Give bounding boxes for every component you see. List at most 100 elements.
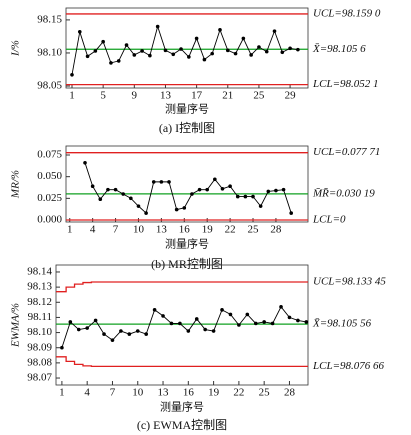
data-point bbox=[262, 320, 266, 324]
y-tick-label: 98.12 bbox=[27, 296, 52, 308]
data-point bbox=[287, 315, 292, 320]
x-tick-label: 13 bbox=[160, 90, 172, 102]
data-point bbox=[109, 61, 113, 65]
control-label: M̄R̄=0.030 19 bbox=[312, 187, 375, 199]
data-point bbox=[178, 321, 182, 326]
y-axis-label: MR/% bbox=[10, 170, 22, 199]
data-point bbox=[194, 317, 199, 321]
data-point bbox=[213, 177, 217, 182]
data-point bbox=[203, 327, 207, 332]
control-limit bbox=[56, 281, 308, 293]
x-tick-label: 5 bbox=[100, 90, 106, 102]
data-point bbox=[110, 338, 115, 342]
data-point bbox=[264, 49, 269, 54]
x-tick-label: 25 bbox=[253, 90, 265, 102]
data-point bbox=[296, 318, 300, 323]
data-point bbox=[243, 194, 248, 199]
x-tick-label: 22 bbox=[225, 224, 236, 236]
x-tick-label: 4 bbox=[90, 224, 96, 236]
control-label: LCL=98.052 1 bbox=[312, 78, 379, 90]
data-line bbox=[61, 305, 307, 348]
data-point bbox=[148, 53, 152, 58]
data-point bbox=[281, 187, 286, 192]
data-point bbox=[174, 207, 179, 212]
data-point bbox=[151, 180, 156, 184]
data-point bbox=[211, 329, 216, 333]
control-limit bbox=[56, 356, 308, 368]
control-label: LCL=98.076 66 bbox=[312, 360, 384, 372]
x-tick-label: 21 bbox=[222, 90, 233, 102]
caption: (c) EWMA控制图 bbox=[137, 418, 227, 432]
data-point bbox=[190, 192, 194, 196]
plot-frame bbox=[65, 145, 309, 223]
data-point bbox=[140, 49, 144, 53]
data-point bbox=[144, 332, 148, 336]
data-point bbox=[90, 184, 95, 189]
data-point bbox=[241, 36, 246, 41]
data-point bbox=[60, 345, 64, 350]
y-tick-label: 98.13 bbox=[27, 281, 52, 293]
plot-frame bbox=[55, 264, 309, 386]
data-point bbox=[129, 196, 133, 201]
x-tick-label: 25 bbox=[259, 387, 271, 399]
data-point bbox=[205, 187, 209, 192]
data-point bbox=[279, 305, 283, 309]
x-axis-label: 测量序号 bbox=[165, 102, 209, 116]
x-tick-label: 28 bbox=[270, 224, 282, 236]
data-point bbox=[113, 187, 118, 192]
y-tick-label: 98.10 bbox=[27, 326, 52, 338]
data-point bbox=[237, 323, 241, 327]
data-point bbox=[272, 29, 277, 33]
data-point bbox=[280, 50, 285, 55]
data-point bbox=[155, 24, 160, 29]
data-point bbox=[119, 329, 123, 333]
data-point bbox=[121, 192, 125, 196]
x-axis-label: 测量序号 bbox=[165, 237, 209, 251]
x-tick-label: 19 bbox=[202, 224, 214, 236]
control-label: X̄=98.105 6 bbox=[312, 43, 366, 55]
x-tick-label: 4 bbox=[84, 387, 90, 399]
data-point bbox=[253, 321, 258, 326]
data-point bbox=[296, 47, 300, 52]
data-point bbox=[102, 332, 106, 336]
y-tick-label: 98.11 bbox=[28, 311, 52, 323]
data-point bbox=[93, 49, 98, 53]
y-tick-label: 98.07 bbox=[27, 372, 52, 384]
data-point bbox=[210, 51, 214, 56]
data-point bbox=[144, 211, 148, 215]
data-point bbox=[288, 46, 292, 51]
data-point bbox=[235, 194, 240, 199]
y-tick-label: 0.000 bbox=[37, 214, 62, 226]
data-point bbox=[182, 206, 187, 210]
data-point bbox=[68, 320, 73, 324]
data-point bbox=[220, 308, 224, 312]
data-point bbox=[101, 39, 105, 44]
data-point bbox=[163, 48, 168, 53]
data-point bbox=[258, 204, 263, 208]
y-tick-label: 98.05 bbox=[37, 80, 62, 92]
data-point bbox=[266, 189, 271, 194]
x-tick-label: 1 bbox=[69, 90, 75, 102]
x-tick-label: 10 bbox=[132, 387, 144, 399]
data-line bbox=[71, 24, 298, 75]
data-point bbox=[304, 320, 309, 324]
y-tick-label: 98.09 bbox=[27, 341, 52, 353]
x-tick-label: 10 bbox=[133, 224, 145, 236]
x-tick-label: 7 bbox=[110, 387, 116, 399]
data-point bbox=[257, 45, 261, 49]
data-point bbox=[249, 53, 253, 57]
data-point bbox=[218, 28, 222, 32]
data-point bbox=[135, 329, 140, 333]
y-axis-label: I/% bbox=[10, 40, 22, 57]
control-label: UCL=0.077 71 bbox=[313, 146, 380, 158]
data-point bbox=[245, 312, 250, 317]
data-point bbox=[98, 197, 103, 202]
data-point bbox=[270, 321, 275, 326]
data-point bbox=[169, 321, 174, 326]
data-point bbox=[77, 30, 82, 34]
x-tick-label: 16 bbox=[183, 387, 195, 399]
data-point bbox=[83, 161, 87, 165]
control-label: LCL=0 bbox=[312, 214, 346, 226]
data-point bbox=[194, 36, 199, 41]
